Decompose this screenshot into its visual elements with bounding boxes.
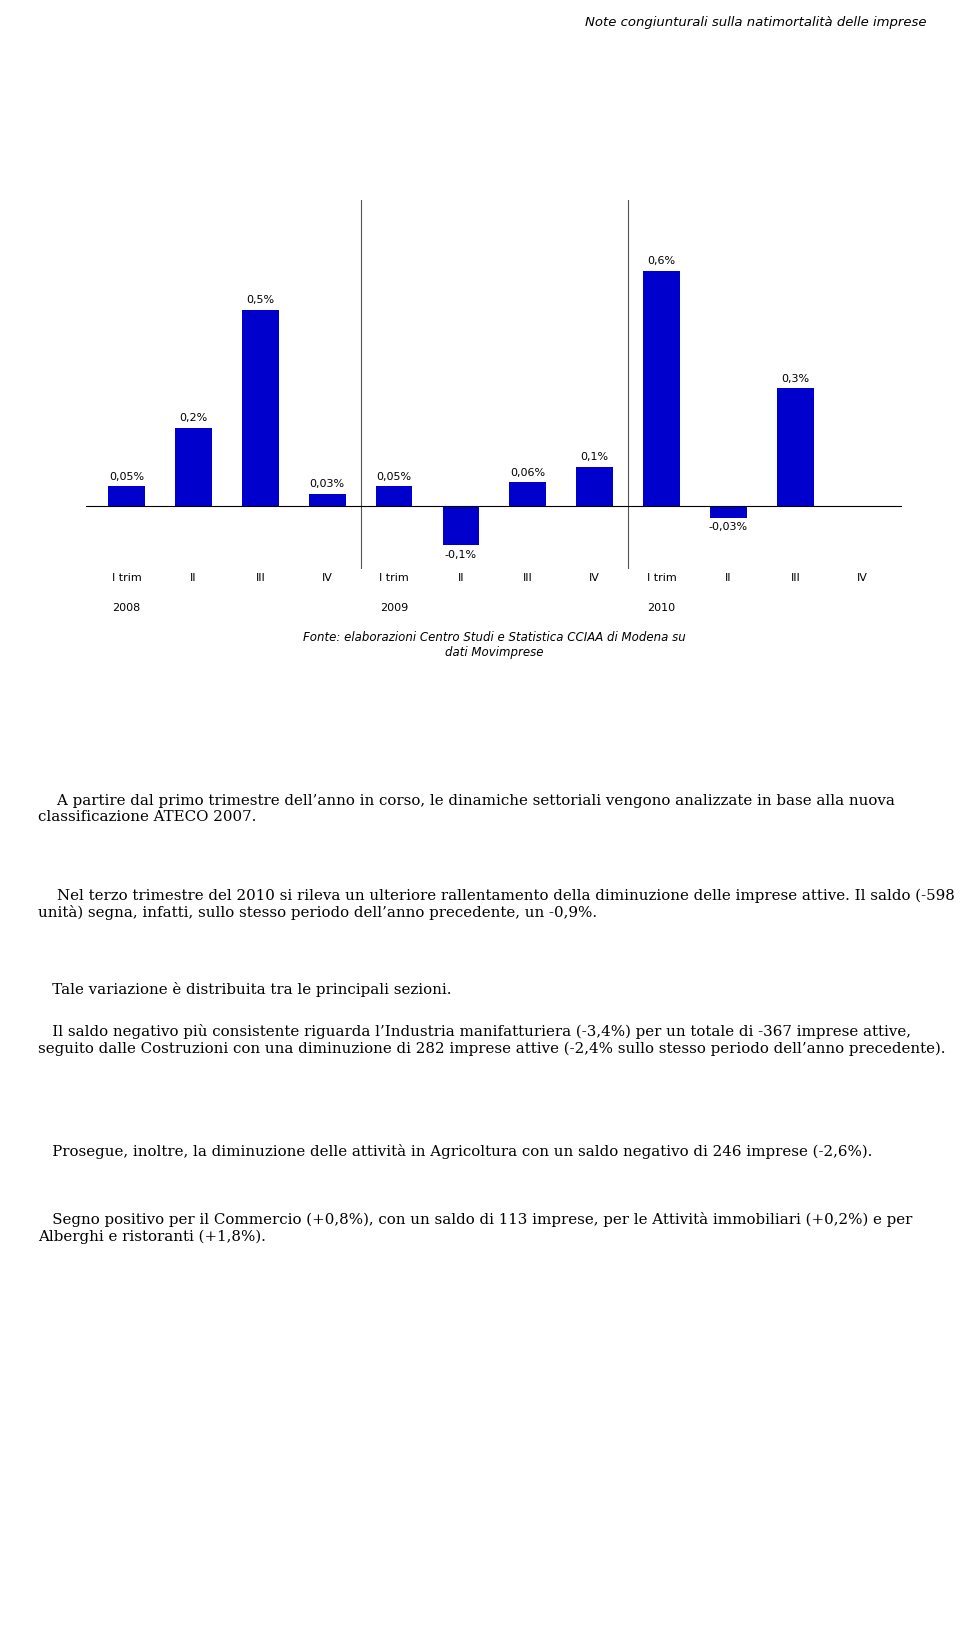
Text: 0,03%: 0,03% xyxy=(310,479,345,489)
Text: II: II xyxy=(458,573,465,584)
Text: III: III xyxy=(255,573,265,584)
Text: Tale variazione è distribuita tra le principali sezioni.: Tale variazione è distribuita tra le pri… xyxy=(38,982,452,996)
Text: -0,03%: -0,03% xyxy=(708,522,748,532)
Text: 2009: 2009 xyxy=(380,602,408,614)
Text: Segno positivo per il Commercio (+0,8%), con un saldo di 113 imprese, per le Att: Segno positivo per il Commercio (+0,8%),… xyxy=(38,1212,913,1243)
Text: Tassi di sviluppo delle imprese: Tassi di sviluppo delle imprese xyxy=(333,137,656,157)
Bar xyxy=(777,388,814,506)
Bar xyxy=(242,311,278,506)
Text: 0,6%: 0,6% xyxy=(648,257,676,267)
Text: 2008: 2008 xyxy=(112,602,141,614)
Text: A partire dal primo trimestre dell’anno in corso, le dinamiche settoriali vengon: A partire dal primo trimestre dell’anno … xyxy=(38,795,896,825)
Bar xyxy=(375,486,413,506)
Text: I trim: I trim xyxy=(647,573,677,584)
Text: 0,1%: 0,1% xyxy=(581,452,609,461)
Text: II: II xyxy=(725,573,732,584)
Text: I trim: I trim xyxy=(111,573,141,584)
Bar xyxy=(309,494,346,506)
Bar xyxy=(576,466,613,506)
Text: Note congiunturali sulla natimortalità delle imprese: Note congiunturali sulla natimortalità d… xyxy=(585,15,926,28)
Bar xyxy=(108,486,145,506)
Text: III: III xyxy=(523,573,533,584)
Text: 0,05%: 0,05% xyxy=(109,471,144,481)
Text: II: II xyxy=(190,573,197,584)
Bar xyxy=(443,506,479,545)
Text: Fonte: elaborazioni Centro Studi e Statistica CCIAA di Modena su
dati Movimprese: Fonte: elaborazioni Centro Studi e Stati… xyxy=(303,631,685,659)
Text: 0,3%: 0,3% xyxy=(781,373,809,384)
Text: -0,1%: -0,1% xyxy=(444,550,477,560)
Text: III: III xyxy=(790,573,801,584)
Text: Settori di attività economica: Settori di attività economica xyxy=(46,718,335,736)
Text: (valori percentuali sul totale esclusa l'agricoltura): (valori percentuali sul totale esclusa l… xyxy=(322,178,667,191)
Text: IV: IV xyxy=(857,573,868,584)
Bar xyxy=(510,483,546,506)
Text: Il saldo negativo più consistente riguarda l’Industria manifatturiera (-3,4%) pe: Il saldo negativo più consistente riguar… xyxy=(38,1024,946,1055)
Bar xyxy=(175,427,212,506)
Text: I trim: I trim xyxy=(379,573,409,584)
Text: 0,2%: 0,2% xyxy=(180,412,207,422)
Text: 2010: 2010 xyxy=(648,602,676,614)
Text: IV: IV xyxy=(589,573,600,584)
Bar xyxy=(710,506,747,517)
Text: 0,06%: 0,06% xyxy=(511,468,545,478)
Text: 0,5%: 0,5% xyxy=(246,296,275,306)
Text: IV: IV xyxy=(322,573,332,584)
Text: Prosegue, inoltre, la diminuzione delle attività in Agricoltura con un saldo neg: Prosegue, inoltre, la diminuzione delle … xyxy=(38,1144,873,1158)
Bar xyxy=(643,272,680,506)
Text: 0,05%: 0,05% xyxy=(376,471,412,481)
Text: Nel terzo trimestre del 2010 si rileva un ulteriore rallentamento della diminuzi: Nel terzo trimestre del 2010 si rileva u… xyxy=(38,888,955,919)
